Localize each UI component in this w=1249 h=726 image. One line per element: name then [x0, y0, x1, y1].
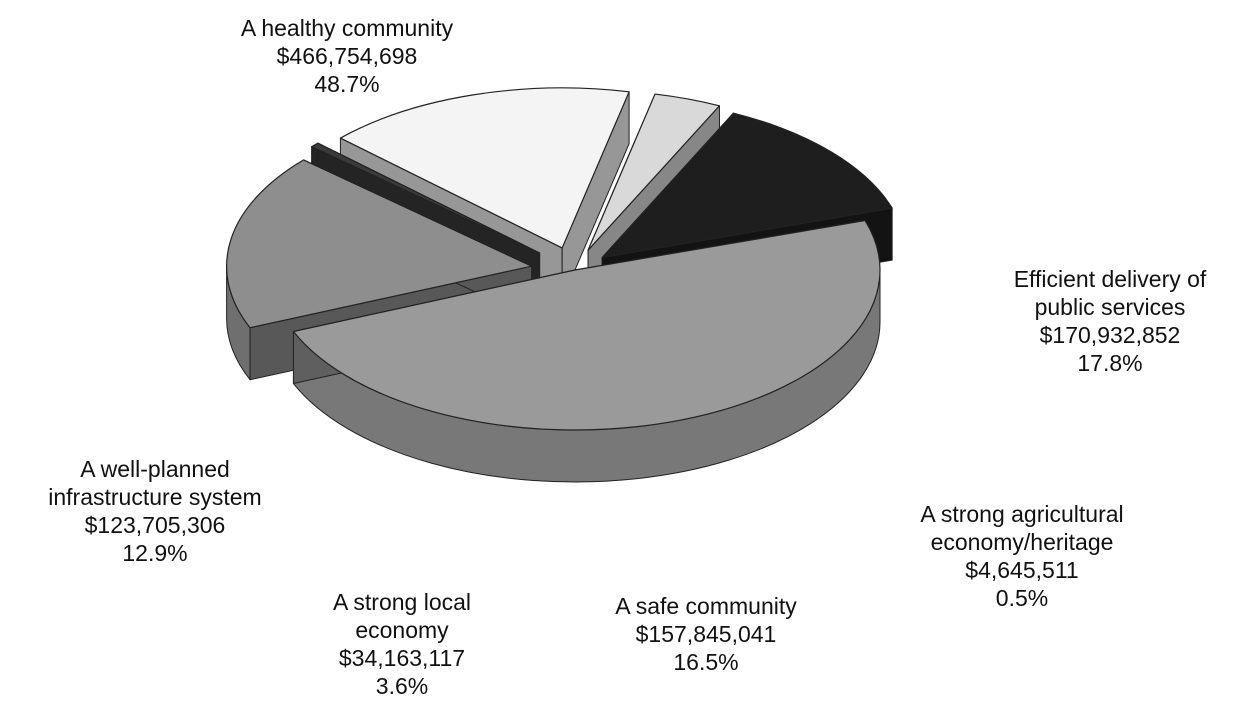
slice-label-line: 16.5%	[673, 649, 738, 675]
slice-top-efficient-delivery-of-public-services	[226, 159, 533, 329]
slice-a-healthy-community	[292, 219, 881, 483]
slice-label-line: economy	[355, 617, 449, 643]
slice-label-line: A safe community	[615, 593, 797, 619]
slice-label-line: A healthy community	[241, 15, 454, 41]
slice-label-a-strong-local-economy: A strong local economy $34,163,117 3.6%	[333, 589, 471, 699]
slice-label-line: 17.8%	[1077, 350, 1142, 376]
slice-label-a-well-planned-infrastructure-system: A well-planned infrastructure system $123,…	[48, 456, 261, 566]
slice-label-line: public services	[1035, 294, 1186, 320]
labels-layer: A healthy community $466,754,698 48.7% Effi…	[48, 15, 1207, 699]
slice-label-line: A strong local	[333, 589, 471, 615]
slice-label-line: $466,754,698	[277, 43, 418, 69]
slice-label-a-healthy-community: A healthy community $466,754,698 48.7%	[241, 15, 454, 97]
slice-label-line: 48.7%	[314, 71, 379, 97]
slice-top-a-strong-agricultural-economy-heritage	[311, 142, 541, 254]
slice-top-a-healthy-community	[292, 219, 881, 431]
slice-top-a-well-planned-infrastructure-system	[601, 112, 893, 259]
slice-label-line: $34,163,117	[339, 645, 465, 671]
slice-label-line: $123,705,306	[85, 512, 226, 538]
slice-label-line: economy/heritage	[931, 529, 1114, 555]
slice-label-a-safe-community: A safe community $157,845,041 16.5%	[615, 593, 797, 675]
slice-label-line: $170,932,852	[1040, 322, 1181, 348]
slice-label-a-strong-agricultural-economy-heritage: A strong agricultural economy/heritage $4,…	[920, 501, 1123, 611]
slice-top-a-strong-local-economy	[587, 93, 721, 251]
slice-label-line: 0.5%	[996, 585, 1048, 611]
slice-top-a-safe-community	[339, 87, 630, 249]
slice-label-line: A well-planned	[80, 456, 230, 482]
slice-label-line: $4,645,511	[965, 557, 1078, 583]
slices-layer	[226, 87, 893, 483]
slice-label-line: Efficient delivery of	[1014, 266, 1207, 292]
slice-label-line: 3.6%	[376, 673, 428, 699]
slice-label-line: infrastructure system	[48, 484, 261, 510]
slice-label-line: 12.9%	[122, 540, 187, 566]
slice-label-efficient-delivery-of-public-services: Efficient delivery of public services $170…	[1014, 266, 1207, 376]
slice-label-line: $157,845,041	[636, 621, 777, 647]
slice-label-line: A strong agricultural	[920, 501, 1123, 527]
